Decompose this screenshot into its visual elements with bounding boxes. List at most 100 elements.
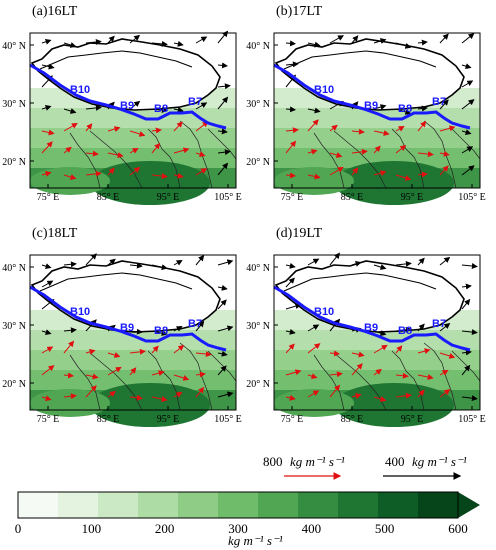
panel-label: (a)16LT — [32, 4, 78, 19]
flux-vector — [395, 108, 412, 115]
flux-vector-strong — [373, 344, 388, 354]
colorbar-tick-label: 600 — [448, 521, 468, 536]
flux-vector — [217, 149, 231, 156]
panel-label: (d)19LT — [276, 226, 323, 241]
country-border — [69, 354, 101, 411]
colorbar-bin — [338, 492, 379, 518]
flux-vector-strong — [195, 151, 206, 158]
flux-vector-strong — [373, 130, 390, 137]
flux-vector-strong — [173, 121, 183, 132]
lat-tick-label: 40° N — [2, 263, 26, 274]
flux-vector — [151, 40, 168, 47]
terrain-contour — [283, 272, 437, 292]
flux-vector — [217, 83, 231, 90]
section-label-b9: B9 — [364, 322, 378, 334]
flux-vector — [395, 260, 412, 267]
section-label-b8: B8 — [154, 103, 168, 115]
plateau-outline — [274, 38, 465, 111]
flux-vector-strong — [351, 363, 363, 376]
flux-vector — [439, 99, 449, 110]
flux-vector-strong — [307, 343, 321, 354]
flux-vector-strong — [395, 392, 412, 399]
country-border — [207, 128, 237, 160]
flux-vector — [129, 34, 141, 44]
map-frame — [29, 32, 237, 189]
flux-vector-strong — [307, 119, 319, 132]
flux-vector-strong — [41, 346, 54, 354]
flux-vector — [217, 128, 228, 135]
flux-vector-strong — [439, 150, 450, 157]
flux-vector-strong — [173, 391, 183, 398]
flux-vector — [461, 80, 474, 88]
flux-vector-strong — [395, 174, 412, 181]
lon-tick-label: 95° E — [157, 414, 180, 425]
flux-vector-strong — [417, 120, 427, 132]
lat-tick-label: 30° N — [246, 321, 270, 332]
flux-vector-strong — [373, 368, 382, 376]
flux-vector — [461, 63, 472, 70]
flux-vector — [439, 322, 451, 332]
flux-vector-strong — [129, 166, 141, 176]
flux-vector — [41, 38, 52, 45]
section-label-b8: B8 — [398, 103, 412, 115]
flux-vector — [41, 63, 55, 70]
flux-vector-strong — [151, 142, 161, 154]
flux-vector — [41, 280, 54, 288]
flux-vector — [285, 328, 296, 335]
flux-vector — [417, 323, 425, 332]
colorbar-bin — [418, 492, 459, 518]
flux-vector-strong — [195, 351, 212, 358]
flux-vector-strong — [351, 167, 359, 176]
flux-vector-strong — [307, 149, 318, 155]
flux-vector — [217, 299, 227, 310]
flux-vector — [217, 62, 228, 69]
panel-3: B10 B9 B8 B7 (c)18LT 40° N 30° N 20° N 75° E 85° … — [2, 226, 242, 427]
plateau-outline — [30, 260, 221, 333]
country-border — [179, 342, 213, 411]
panel-label: (b)17LT — [276, 4, 323, 19]
flux-vector — [417, 105, 428, 112]
section-label-b10: B10 — [314, 306, 334, 318]
flux-vector — [173, 260, 183, 266]
lat-tick-label: 30° N — [246, 99, 270, 110]
flux-vector — [41, 329, 52, 336]
section-label-b7: B7 — [432, 318, 446, 330]
flux-vector-strong — [129, 367, 137, 376]
lon-tick-label: 95° E — [401, 414, 424, 425]
flux-vector — [461, 33, 475, 44]
flux-vector — [217, 96, 229, 110]
flux-vector — [129, 328, 143, 335]
flux-vector-strong — [285, 127, 299, 134]
flux-vector — [285, 303, 302, 310]
flux-vector — [439, 256, 451, 266]
flux-vector — [307, 107, 321, 114]
flux-vector-strong — [329, 124, 338, 132]
lat-tick-label: 40° N — [246, 263, 270, 274]
section-label-b7: B7 — [188, 96, 202, 108]
colorbar-bin — [178, 492, 219, 518]
flux-vector — [195, 36, 208, 44]
flux-vector — [373, 38, 387, 44]
flux-vector — [85, 253, 97, 266]
flux-vector-strong — [285, 172, 296, 179]
flux-vector-strong — [151, 396, 168, 402]
reference-vector-black: 400 kg m⁻¹ s⁻¹ — [383, 454, 467, 480]
flux-vector — [195, 320, 205, 332]
flux-vector-strong — [439, 369, 449, 376]
lat-tick-label: 20° N — [246, 379, 270, 390]
panel-label: (c)18LT — [32, 226, 78, 241]
lon-tick-label: 105° E — [214, 192, 242, 203]
flux-vector — [151, 330, 168, 337]
section-line — [29, 285, 227, 352]
flux-vector — [107, 258, 116, 266]
lon-tick-label: 105° E — [214, 414, 242, 425]
flux-vector-strong — [41, 395, 52, 402]
lon-tick-label: 85° E — [97, 192, 120, 203]
lat-tick-label: 40° N — [2, 41, 26, 52]
country-border — [179, 120, 213, 189]
flux-vector — [129, 100, 141, 110]
flux-vector-strong — [307, 373, 318, 380]
flux-vector-strong — [85, 123, 93, 132]
flux-vector-strong — [307, 173, 321, 180]
flux-vector — [63, 327, 77, 334]
